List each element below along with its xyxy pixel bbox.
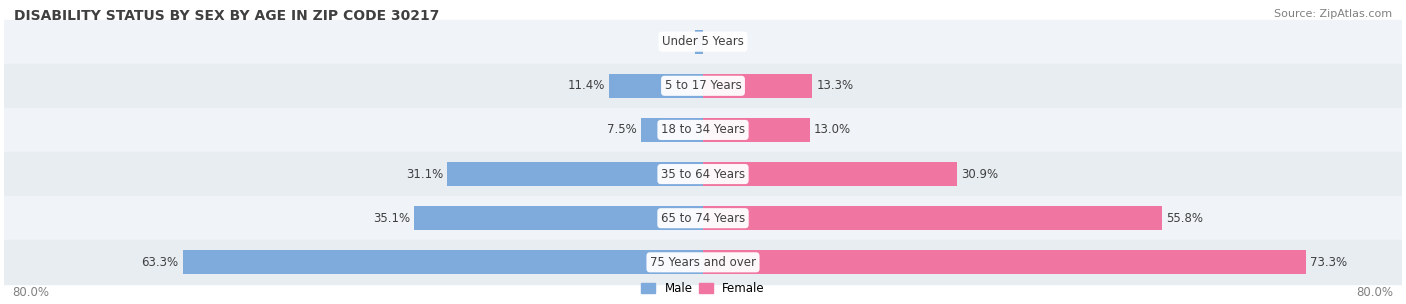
Bar xyxy=(4,196,1402,240)
Text: Under 5 Years: Under 5 Years xyxy=(662,35,744,48)
Bar xyxy=(703,206,1161,230)
Bar xyxy=(4,64,1402,108)
Bar xyxy=(183,250,703,275)
Legend: Male, Female: Male, Female xyxy=(637,277,769,300)
Bar xyxy=(703,250,1306,275)
Bar xyxy=(609,74,703,98)
Text: 5 to 17 Years: 5 to 17 Years xyxy=(665,79,741,92)
Bar xyxy=(4,240,1402,284)
Text: 30.9%: 30.9% xyxy=(962,168,998,181)
Bar xyxy=(703,118,810,142)
Text: 73.3%: 73.3% xyxy=(1310,256,1347,269)
Text: 7.5%: 7.5% xyxy=(607,123,637,136)
Text: 1.0%: 1.0% xyxy=(661,35,690,48)
Text: 11.4%: 11.4% xyxy=(568,79,605,92)
Bar xyxy=(703,162,957,186)
Text: DISABILITY STATUS BY SEX BY AGE IN ZIP CODE 30217: DISABILITY STATUS BY SEX BY AGE IN ZIP C… xyxy=(14,9,440,23)
Bar xyxy=(4,152,1402,196)
Text: 35.1%: 35.1% xyxy=(373,212,411,225)
Bar xyxy=(695,29,703,54)
Bar xyxy=(703,74,813,98)
Text: 13.0%: 13.0% xyxy=(814,123,851,136)
Bar xyxy=(447,162,703,186)
Text: 75 Years and over: 75 Years and over xyxy=(650,256,756,269)
Text: 18 to 34 Years: 18 to 34 Years xyxy=(661,123,745,136)
Text: 80.0%: 80.0% xyxy=(1357,285,1393,299)
Bar xyxy=(641,118,703,142)
Text: 13.3%: 13.3% xyxy=(817,79,853,92)
Text: 65 to 74 Years: 65 to 74 Years xyxy=(661,212,745,225)
Bar xyxy=(4,108,1402,152)
Text: 80.0%: 80.0% xyxy=(13,285,49,299)
Text: 35 to 64 Years: 35 to 64 Years xyxy=(661,168,745,181)
Text: 55.8%: 55.8% xyxy=(1166,212,1204,225)
Text: Source: ZipAtlas.com: Source: ZipAtlas.com xyxy=(1274,9,1392,19)
Bar xyxy=(4,20,1402,64)
Text: 63.3%: 63.3% xyxy=(142,256,179,269)
Text: 31.1%: 31.1% xyxy=(406,168,443,181)
Bar xyxy=(415,206,703,230)
